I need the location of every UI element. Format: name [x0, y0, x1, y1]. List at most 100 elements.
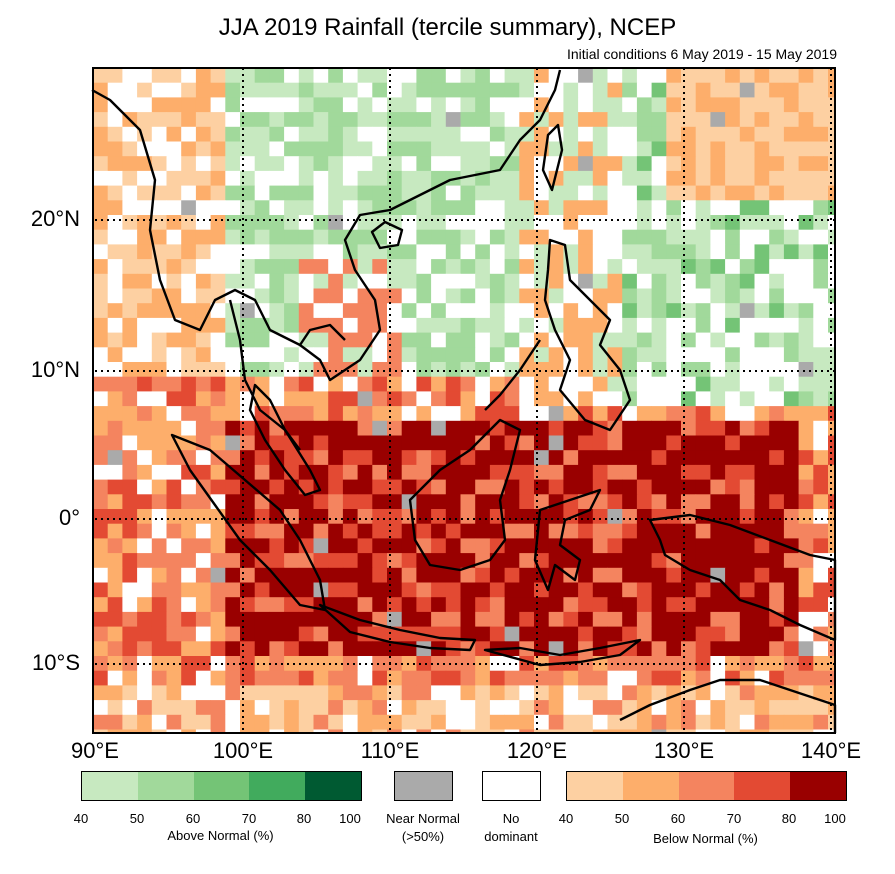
map-title: JJA 2019 Rainfall (tercile summary), NCE… [218, 14, 677, 41]
grid-cell [445, 538, 461, 554]
grid-cell [460, 420, 476, 436]
grid-cell [636, 729, 652, 733]
grid-cell [416, 494, 432, 510]
grid-cell [519, 347, 535, 363]
grid-cell [93, 538, 109, 554]
grid-cell [519, 141, 535, 157]
grid-cell [769, 229, 785, 245]
grid-cell [651, 494, 667, 510]
grid-cell [592, 670, 608, 686]
grid-cell [813, 126, 829, 142]
grid-cell [651, 376, 667, 392]
grid-cell [328, 376, 344, 392]
grid-cell [269, 597, 285, 613]
grid-cell [225, 700, 241, 716]
grid-cell [269, 670, 285, 686]
grid-cell [725, 126, 741, 142]
grid-cell [475, 347, 491, 363]
grid-cell [666, 714, 682, 730]
grid-cell [548, 273, 564, 289]
grid-cell [137, 170, 153, 186]
grid-cell [681, 82, 697, 98]
grid-cell [225, 185, 241, 201]
lon-label-100e: 100°E [212, 738, 274, 763]
grid-cell [622, 494, 638, 510]
grid-cell [431, 685, 447, 701]
grid-cell [783, 229, 799, 245]
grid-cell [710, 420, 726, 436]
grid-cell [195, 450, 211, 466]
grid-cell [284, 464, 300, 480]
grid-cell [298, 538, 314, 554]
grid-cell [710, 479, 726, 495]
grid-cell [563, 450, 579, 466]
grid-cell [622, 156, 638, 172]
lon-label-130e: 130°E [653, 738, 715, 763]
grid-cell [710, 391, 726, 407]
grid-cell [357, 97, 373, 113]
grid-cell [210, 244, 226, 260]
grid-cell [636, 626, 652, 642]
grid-cell [431, 170, 447, 186]
grid-cell [798, 450, 814, 466]
grid-cell [534, 479, 550, 495]
grid-cell [607, 288, 623, 304]
grid-cell [93, 597, 109, 613]
grid-cell [725, 303, 741, 319]
grid-cell [225, 112, 241, 128]
grid-cell [416, 332, 432, 348]
grid-cell [445, 112, 461, 128]
grid-cell [269, 112, 285, 128]
grid-cell [269, 626, 285, 642]
grid-cell [166, 464, 182, 480]
grid-cell [210, 303, 226, 319]
grid-cell [651, 523, 667, 539]
grid-cell [666, 259, 682, 275]
grid-cell [357, 376, 373, 392]
grid-cell [122, 317, 138, 333]
grid-cell [695, 156, 711, 172]
grid-cell [210, 538, 226, 554]
grid-cell [210, 700, 226, 716]
grid-cell [107, 288, 123, 304]
grid-cell [210, 406, 226, 422]
grid-cell [563, 185, 579, 201]
grid-cell [504, 538, 520, 554]
grid-cell [342, 200, 358, 216]
grid-cell [548, 288, 564, 304]
grid-cell [813, 509, 829, 525]
grid-cell [342, 538, 358, 554]
grid-cell [828, 273, 835, 289]
grid-cell [592, 200, 608, 216]
grid-cell [269, 611, 285, 627]
grid-cell [636, 391, 652, 407]
grid-cell [181, 362, 197, 378]
grid-cell [313, 126, 329, 142]
grid-cell [754, 112, 770, 128]
grid-cell [93, 288, 109, 304]
grid-cell [387, 391, 403, 407]
grid-cell [357, 170, 373, 186]
grid-cell [298, 288, 314, 304]
grid-cell [607, 185, 623, 201]
grid-cell [681, 273, 697, 289]
grid-cell [401, 141, 417, 157]
grid-cell [710, 229, 726, 245]
grid-cell [607, 97, 623, 113]
grid-cell [710, 553, 726, 569]
grid-cell [181, 611, 197, 627]
grid-cell [578, 685, 594, 701]
grid-cell [695, 464, 711, 480]
grid-cell [328, 244, 344, 260]
grid-cell [254, 82, 270, 98]
grid-cell [93, 215, 109, 231]
grid-cell [798, 82, 814, 98]
grid-cell [122, 670, 138, 686]
grid-cell [651, 670, 667, 686]
grid-cell [298, 597, 314, 613]
grid-cell [328, 479, 344, 495]
grid-cell [813, 729, 829, 733]
grid-cell [475, 82, 491, 98]
map-subtitle: Initial conditions 6 May 2019 - 15 May 2… [566, 46, 837, 62]
grid-cell [254, 729, 270, 733]
